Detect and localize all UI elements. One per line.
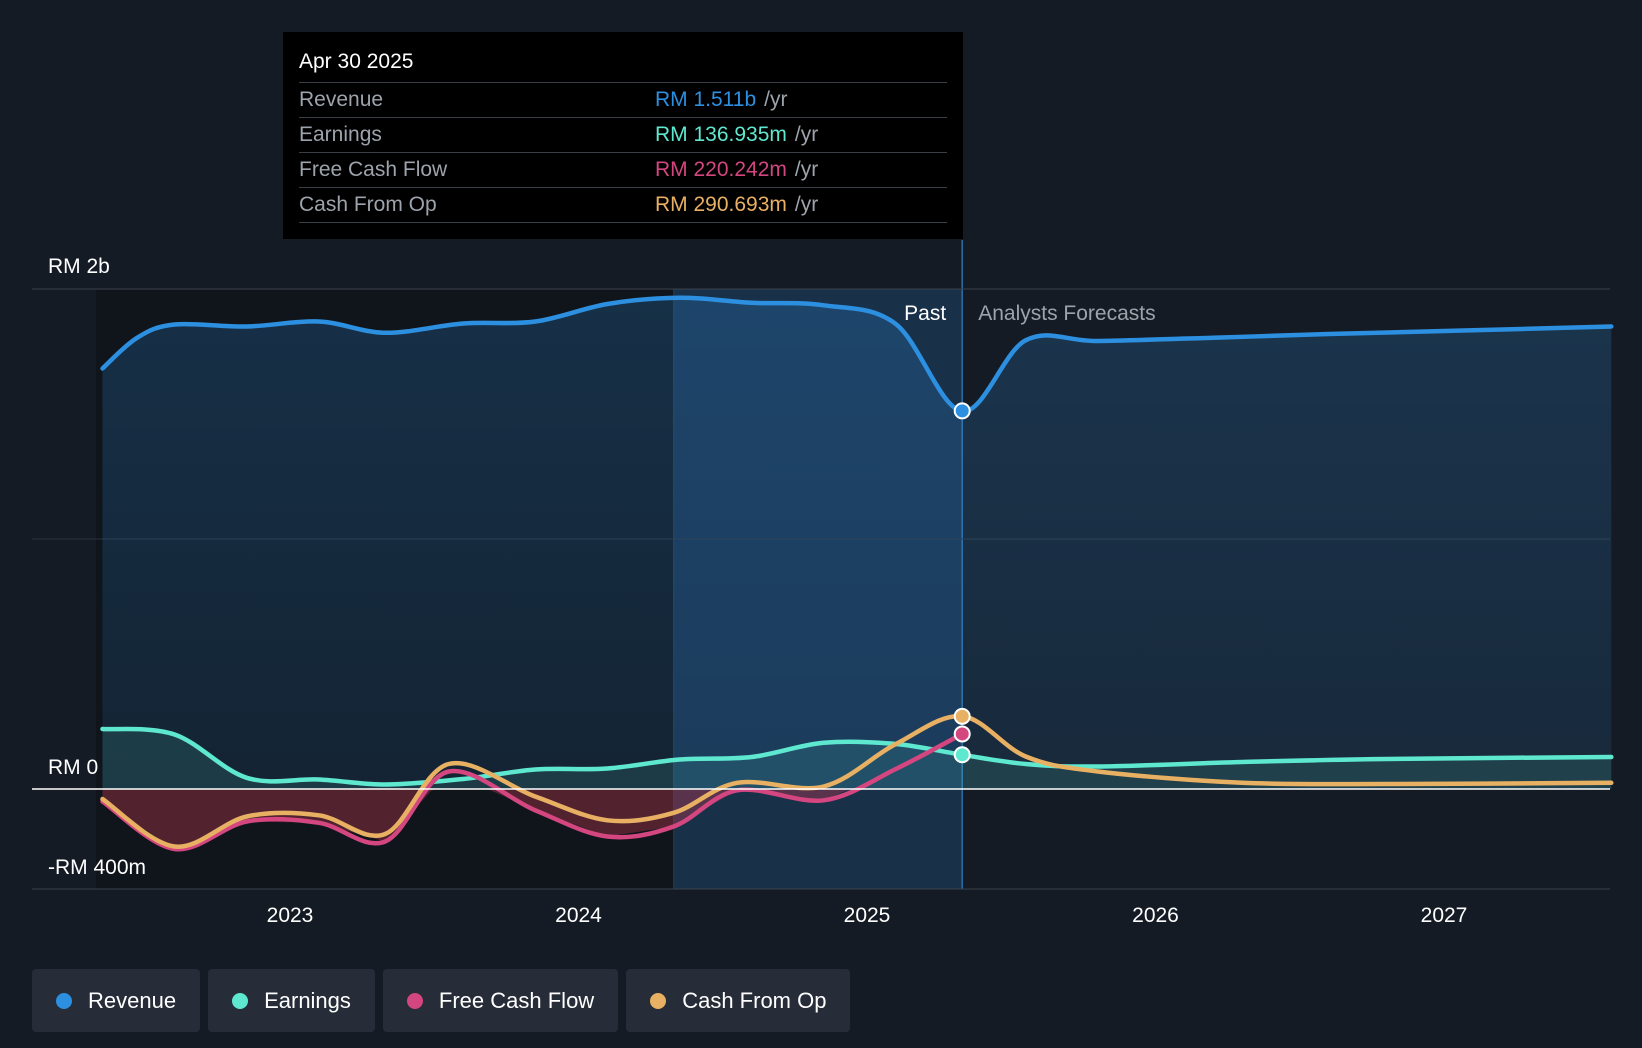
- cash-from-op-marker[interactable]: [953, 707, 971, 725]
- legend-dot-icon: [406, 992, 423, 1009]
- cash-from-op-line: [100, 714, 1614, 849]
- revenue-marker[interactable]: [953, 402, 971, 420]
- free-cash-flow-marker[interactable]: [953, 725, 971, 743]
- x-tick-label: 2024: [555, 904, 602, 927]
- tooltip: Apr 30 2025 Revenue RM 1.511b/yr Earnings R…: [283, 32, 963, 239]
- tooltip-row-value: RM 290.693m: [655, 193, 787, 216]
- legend-item-cash-from-op[interactable]: Cash From Op: [626, 969, 851, 1032]
- tooltip-row-unit: /yr: [794, 158, 819, 181]
- tooltip-row-label: Cash From Op: [299, 193, 437, 216]
- legend-item-label: Free Cash Flow: [438, 987, 595, 1013]
- past-label: Past: [904, 302, 946, 325]
- earnings-marker[interactable]: [953, 746, 971, 764]
- tooltip-row-label: Earnings: [299, 123, 382, 146]
- tooltip-row-value: RM 136.935m: [655, 123, 787, 146]
- tooltip-row: Earnings RM 136.935m/yr: [299, 117, 947, 152]
- tooltip-row: Revenue RM 1.511b/yr: [299, 82, 947, 117]
- tooltip-row-unit: /yr: [794, 123, 819, 146]
- earnings-line: [100, 726, 1614, 787]
- legend-item-label: Cash From Op: [682, 987, 827, 1013]
- legend-dot-icon: [232, 992, 249, 1009]
- tooltip-row: Free Cash Flow RM 220.242m/yr: [299, 152, 947, 187]
- tooltip-row-value: RM 220.242m: [655, 158, 787, 181]
- legend-dot-icon: [56, 992, 72, 1009]
- x-tick-label: 2025: [844, 904, 891, 927]
- earnings-area: [102, 728, 1612, 789]
- x-tick-label: 2026: [1132, 904, 1179, 927]
- tooltip-row-unit: /yr: [794, 193, 819, 216]
- tooltip-row-unit: /yr: [764, 88, 788, 111]
- legend-item-revenue[interactable]: Revenue: [32, 969, 201, 1032]
- legend-item-label: Revenue: [88, 987, 177, 1013]
- legend: Revenue Earnings Free Cash Flow Cash From O…: [32, 969, 851, 1032]
- tooltip-row-value: RM 1.511b: [655, 88, 757, 111]
- x-tick-label: 2023: [267, 904, 314, 927]
- tooltip-row: Cash From Op RM 290.693m/yr: [299, 187, 947, 223]
- revenue-line: [100, 295, 1614, 414]
- y-tick-label: -RM 400m: [48, 856, 146, 879]
- free-cash-flow-line: [100, 731, 965, 852]
- tooltip-date: Apr 30 2025: [299, 50, 414, 73]
- forecast-label: Analysts Forecasts: [978, 302, 1155, 325]
- legend-dot-icon: [650, 992, 667, 1009]
- x-tick-label: 2027: [1421, 904, 1468, 927]
- legend-item-earnings[interactable]: Earnings: [208, 969, 375, 1032]
- revenue-area: [102, 297, 1612, 789]
- tooltip-row-label: Revenue: [299, 88, 384, 111]
- negative-cashflow-area: [102, 789, 963, 848]
- legend-item-free-cash-flow[interactable]: Free Cash Flow: [382, 969, 619, 1032]
- tooltip-row-label: Free Cash Flow: [299, 158, 448, 181]
- legend-item-label: Earnings: [264, 987, 351, 1013]
- y-tick-label: RM 2b: [48, 255, 110, 278]
- y-tick-label: RM 0: [48, 756, 98, 779]
